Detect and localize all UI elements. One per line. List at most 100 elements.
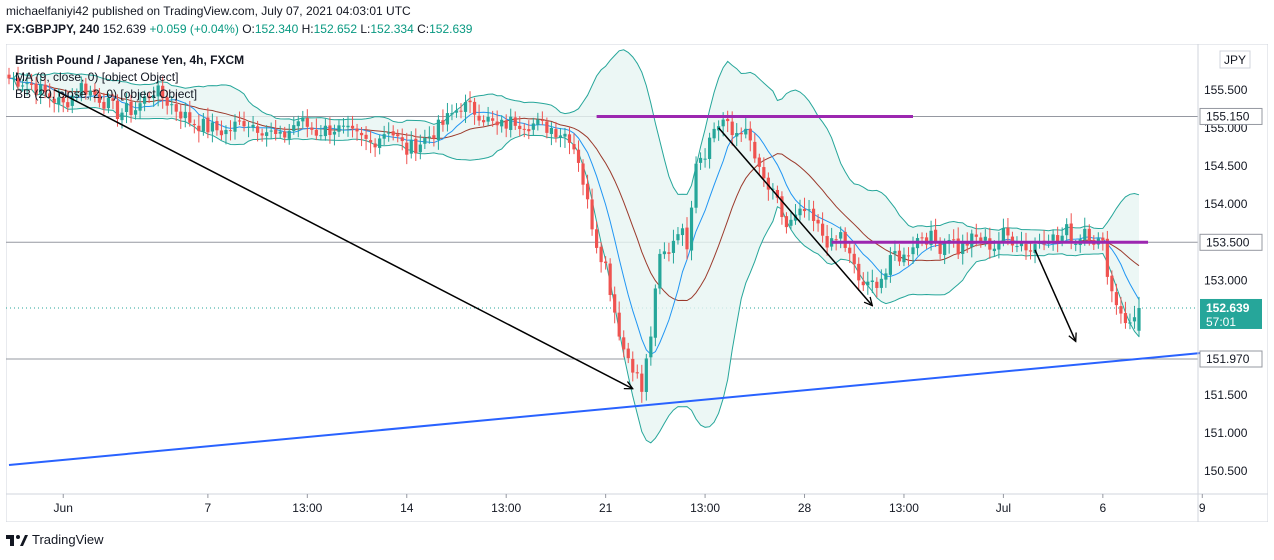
candle[interactable] <box>93 83 97 103</box>
candle[interactable] <box>436 115 440 150</box>
candle[interactable] <box>210 113 214 143</box>
candle[interactable] <box>789 210 793 230</box>
candle[interactable] <box>346 115 350 137</box>
candle[interactable] <box>495 110 499 135</box>
candle[interactable] <box>1137 296 1141 338</box>
candle[interactable] <box>369 131 373 154</box>
candle[interactable] <box>378 134 382 155</box>
candle[interactable] <box>549 122 553 146</box>
candle[interactable] <box>341 117 346 134</box>
candle[interactable] <box>174 93 178 121</box>
candle[interactable] <box>595 221 599 254</box>
candle[interactable] <box>726 110 730 133</box>
candle[interactable] <box>66 90 70 113</box>
candle[interactable] <box>780 191 784 225</box>
candle[interactable] <box>152 86 156 107</box>
candle[interactable] <box>147 91 151 103</box>
candle[interactable] <box>879 269 883 294</box>
candle[interactable] <box>802 197 807 218</box>
candle[interactable] <box>708 132 712 169</box>
candle[interactable] <box>246 121 251 138</box>
candle[interactable] <box>242 111 246 132</box>
candle[interactable] <box>88 85 92 101</box>
candle[interactable] <box>133 101 138 120</box>
candle[interactable] <box>857 257 861 291</box>
candle[interactable] <box>305 109 309 138</box>
candle[interactable] <box>414 128 418 161</box>
bb-basis-line[interactable] <box>8 77 1140 302</box>
candle[interactable] <box>405 132 409 165</box>
candle[interactable] <box>400 128 404 151</box>
candle[interactable] <box>468 91 472 114</box>
trend-arrow[interactable] <box>1034 249 1076 342</box>
candle[interactable] <box>391 125 395 141</box>
candle[interactable] <box>129 94 133 123</box>
candle[interactable] <box>382 125 386 146</box>
candle[interactable] <box>884 268 888 288</box>
legend-bb[interactable]: BB (20, close, 2, 0) [object Object] <box>15 87 198 101</box>
candle[interactable] <box>635 364 639 379</box>
candle[interactable] <box>1056 226 1060 253</box>
candle[interactable] <box>1114 283 1118 315</box>
candle[interactable] <box>685 217 689 260</box>
candle[interactable] <box>328 117 332 144</box>
candle[interactable] <box>215 116 219 136</box>
candle[interactable] <box>604 256 608 270</box>
candle[interactable] <box>784 212 789 234</box>
candle[interactable] <box>870 269 874 294</box>
candle[interactable] <box>1006 218 1010 246</box>
candle[interactable] <box>30 73 34 91</box>
candle[interactable] <box>283 126 287 143</box>
candle[interactable] <box>472 97 477 125</box>
candle[interactable] <box>522 123 526 138</box>
candle[interactable] <box>364 126 368 151</box>
candle[interactable] <box>233 114 237 140</box>
candle[interactable] <box>558 127 563 148</box>
candle[interactable] <box>486 106 490 126</box>
candle[interactable] <box>441 109 445 132</box>
candle[interactable] <box>1119 296 1123 324</box>
support-trendline[interactable] <box>8 351 1203 467</box>
candle[interactable] <box>852 244 856 274</box>
candle[interactable] <box>350 115 355 138</box>
candle[interactable] <box>1065 218 1069 241</box>
candle[interactable] <box>84 77 88 100</box>
candle[interactable] <box>278 125 282 139</box>
candle[interactable] <box>287 123 291 145</box>
candle[interactable] <box>599 242 603 273</box>
trend-arrow[interactable] <box>53 89 633 389</box>
candle[interactable] <box>418 134 422 160</box>
candle[interactable] <box>75 88 79 102</box>
candle[interactable] <box>106 93 111 114</box>
candle[interactable] <box>626 342 630 364</box>
candle[interactable] <box>1132 305 1137 329</box>
candle[interactable] <box>952 229 956 248</box>
candle[interactable] <box>504 114 508 138</box>
plot-area[interactable] <box>6 49 1203 467</box>
candle[interactable] <box>811 200 816 232</box>
candle[interactable] <box>143 90 147 112</box>
trend-arrow[interactable] <box>718 127 873 306</box>
candle[interactable] <box>676 227 680 245</box>
candle[interactable] <box>491 110 495 127</box>
candle[interactable] <box>843 227 847 252</box>
candle[interactable] <box>20 79 25 92</box>
candle[interactable] <box>314 118 318 141</box>
candle[interactable] <box>906 247 911 266</box>
candle[interactable] <box>888 247 892 283</box>
candle[interactable] <box>563 127 567 148</box>
candle[interactable] <box>554 121 558 143</box>
candle[interactable] <box>513 111 517 130</box>
candle[interactable] <box>576 140 581 172</box>
candle[interactable] <box>482 115 486 127</box>
candle[interactable] <box>409 131 413 159</box>
candle[interactable] <box>337 120 341 138</box>
candle[interactable] <box>816 214 820 232</box>
candle[interactable] <box>617 301 621 341</box>
candle[interactable] <box>961 234 965 265</box>
candle[interactable] <box>206 107 210 139</box>
candle[interactable] <box>251 116 255 132</box>
candle[interactable] <box>332 124 337 146</box>
candle[interactable] <box>1015 236 1019 253</box>
candle[interactable] <box>997 232 1001 259</box>
